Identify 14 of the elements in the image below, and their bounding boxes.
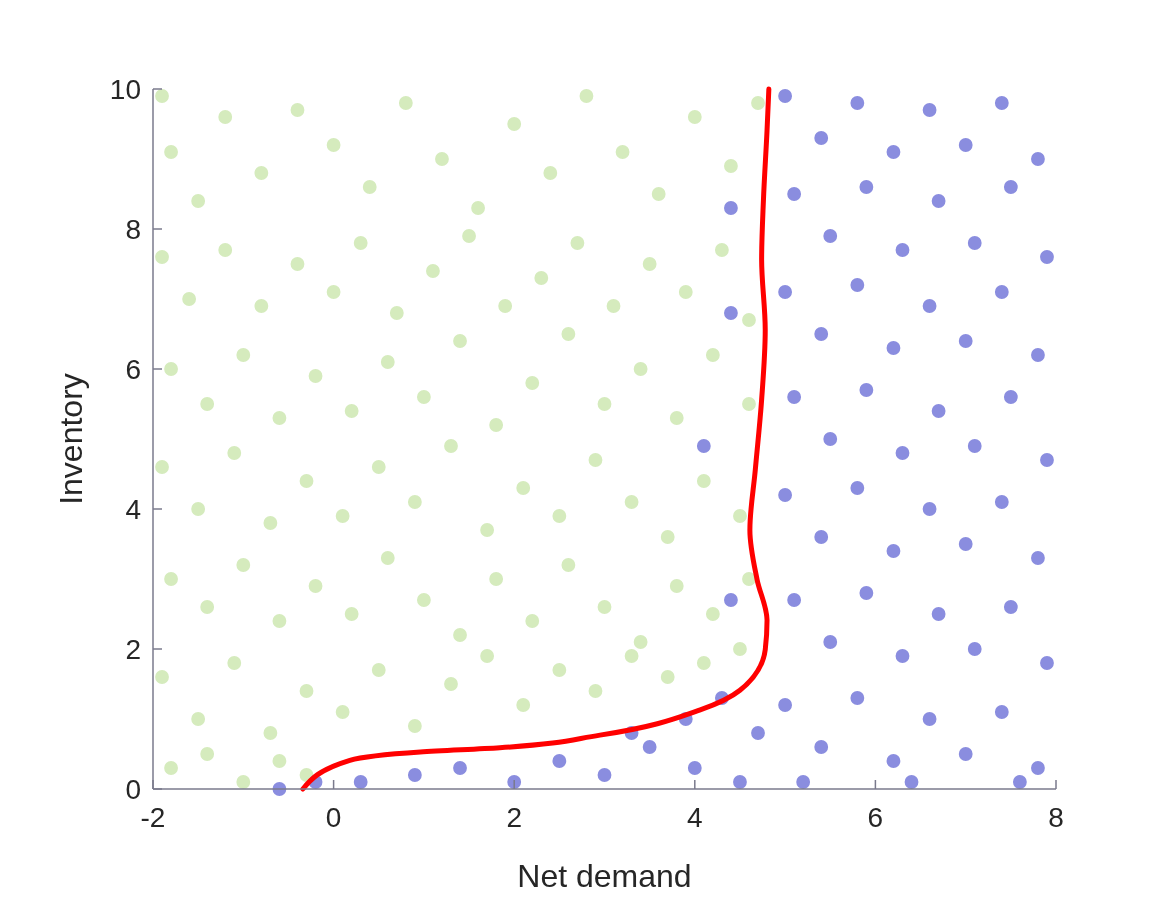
y-tick-label: 8 <box>125 213 141 245</box>
x-tick-label: 8 <box>1048 802 1064 833</box>
y-tick-label: 6 <box>125 353 141 385</box>
y-tick-label: 4 <box>125 493 141 525</box>
y-tick-label: 10 <box>109 73 141 105</box>
x-tick-label: -2 <box>140 802 166 833</box>
y-axis-title: Inventory <box>53 373 89 505</box>
x-tick-label: 0 <box>325 802 342 833</box>
x-tick-label: 6 <box>867 802 884 833</box>
x-tick-label: 4 <box>687 802 703 833</box>
x-axis-title: Net demand <box>517 858 692 894</box>
x-tick-label: 2 <box>506 802 522 833</box>
y-tick-label: 0 <box>125 773 141 805</box>
y-tick-label: 2 <box>125 633 141 665</box>
